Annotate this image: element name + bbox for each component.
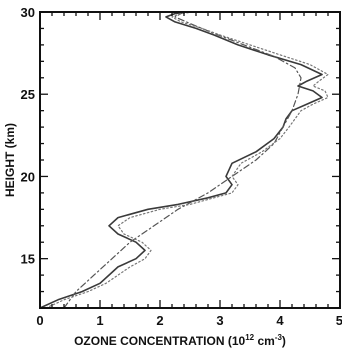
x-tick-label: 0 [36, 313, 43, 328]
x-axis-label-exponent-1: 12 [245, 333, 254, 342]
x-axis-label-exponent-2: -3 [275, 333, 283, 342]
series-line-dotted [45, 11, 329, 309]
axis-tick-labels: 0 1 2 3 4 5 15 20 25 30 [21, 5, 342, 328]
x-axis-label-end: ) [282, 334, 286, 348]
axis-ticks [39, 11, 341, 309]
plot-lines [39, 11, 329, 309]
y-tick-label: 15 [21, 252, 35, 267]
x-tick-label: 3 [216, 313, 223, 328]
y-axis-label: HEIGHT (km) [3, 123, 17, 197]
x-axis-label-middle: cm [254, 334, 275, 348]
series-line-solid [39, 11, 323, 309]
x-tick-label: 4 [276, 313, 284, 328]
y-tick-label: 30 [21, 5, 35, 20]
x-tick-label: 5 [336, 313, 342, 328]
x-tick-label: 2 [156, 313, 163, 328]
y-tick-label: 20 [21, 169, 35, 184]
y-tick-label: 25 [21, 87, 35, 102]
series-line-dash-dot [63, 11, 302, 309]
plot-frame [39, 11, 341, 309]
x-axis-label: OZONE CONCENTRATION (1012 cm-3) [74, 333, 286, 348]
x-axis-label-main: OZONE CONCENTRATION (10 [74, 334, 245, 348]
x-tick-label: 1 [96, 313, 103, 328]
